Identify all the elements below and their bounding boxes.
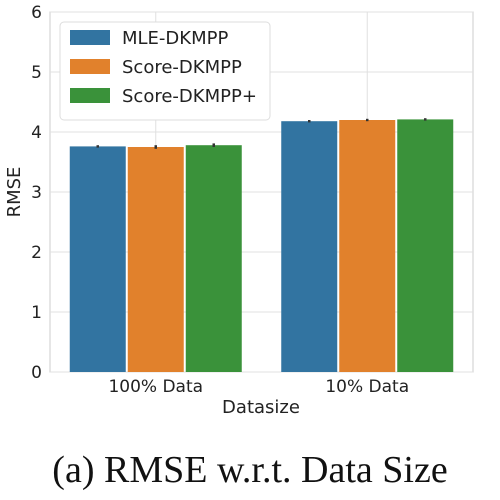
y-tick-label: 6 [31,3,42,23]
legend-swatch [70,30,110,45]
legend: MLE-DKMPP Score-DKMPP Score-DKMPP+ [59,21,271,121]
error-bars [96,118,427,149]
legend-swatch [70,59,110,74]
bar [185,145,242,372]
y-tick-label: 1 [31,303,42,323]
legend-box [59,21,271,121]
y-tick-label: 5 [31,63,42,83]
bars [69,119,454,373]
y-tick-label: 2 [31,243,42,263]
bar [397,119,454,373]
y-tick-label: 0 [31,363,42,383]
x-tick-labels: 100% Data 10% Data [108,377,409,397]
figure-caption: (a) RMSE w.r.t. Data Size [52,449,448,491]
bar [281,121,338,372]
legend-label: Score-DKMPP+ [122,86,257,107]
y-tick-label: 3 [31,183,42,203]
y-tick-label: 4 [31,123,42,143]
y-tick-labels: 0 1 2 3 4 5 6 [31,3,42,383]
legend-swatch [70,88,110,103]
x-tick-label: 100% Data [108,377,203,397]
y-axis-label: RMSE [4,167,25,218]
x-axis-label: Datasize [222,397,300,418]
bar [69,146,126,372]
legend-label: Score-DKMPP [122,57,242,78]
legend-label: MLE-DKMPP [122,28,228,49]
bar [127,147,184,372]
x-tick-label: 10% Data [325,377,409,397]
bar [339,120,396,372]
